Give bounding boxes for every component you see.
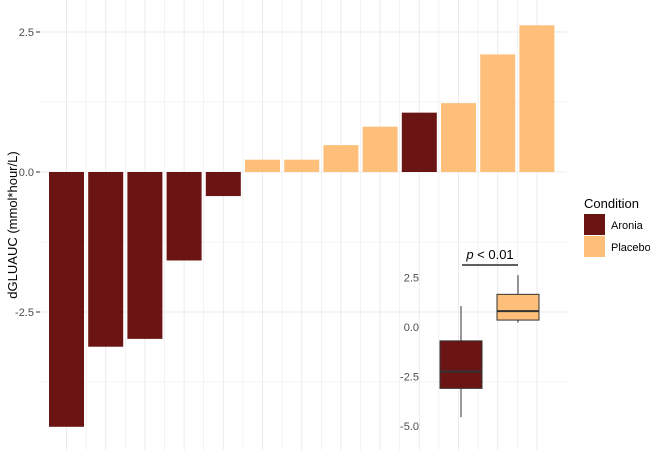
y-tick-label: -2.5 (15, 307, 34, 319)
legend-swatch-aronia (584, 214, 605, 235)
bar-12 (480, 54, 516, 172)
bar-7 (284, 159, 320, 172)
y-tick-label: 0.0 (19, 167, 34, 179)
inset-y-tick-label: -5.0 (400, 421, 419, 433)
bar-4 (166, 172, 202, 261)
bar-3 (127, 172, 163, 339)
inset-y-tick-label: -2.5 (400, 372, 419, 384)
box-placebo (496, 293, 540, 321)
y-axis-title: dGLUAUC (mmol*hour/L) (5, 151, 20, 298)
grid-lines (40, 0, 567, 450)
bar-11 (441, 103, 476, 172)
inset-y-axis-ticks: 2.5 0.0 -2.5 -5.0 (400, 273, 419, 434)
bar-2 (88, 172, 124, 347)
bar-5 (205, 172, 241, 197)
bar-13 (519, 25, 555, 173)
bar-10 (401, 112, 437, 172)
bar-8 (323, 145, 359, 172)
box-aronia (439, 340, 483, 389)
legend-swatch-placebo (584, 236, 605, 257)
inset-y-tick-label: 0.0 (404, 322, 419, 334)
inset-y-tick-label: 2.5 (404, 273, 419, 285)
inset-boxplot: 2.5 0.0 -2.5 -5.0 p < 0.01 (400, 247, 540, 434)
inset-boxes (439, 275, 540, 418)
legend: Condition Aronia Placebo (584, 196, 650, 257)
y-tick-label: 2.5 (19, 27, 34, 39)
legend-label-aronia: Aronia (611, 220, 644, 232)
bars (49, 25, 555, 427)
legend-title: Condition (584, 196, 639, 211)
bar-9 (362, 126, 398, 172)
legend-label-placebo: Placebo (611, 242, 650, 254)
bar-6 (245, 159, 280, 172)
bar-1 (49, 172, 84, 427)
y-axis-ticks: 2.5 0.0 -2.5 (15, 27, 40, 319)
p-value-annotation: p < 0.01 (465, 247, 513, 262)
